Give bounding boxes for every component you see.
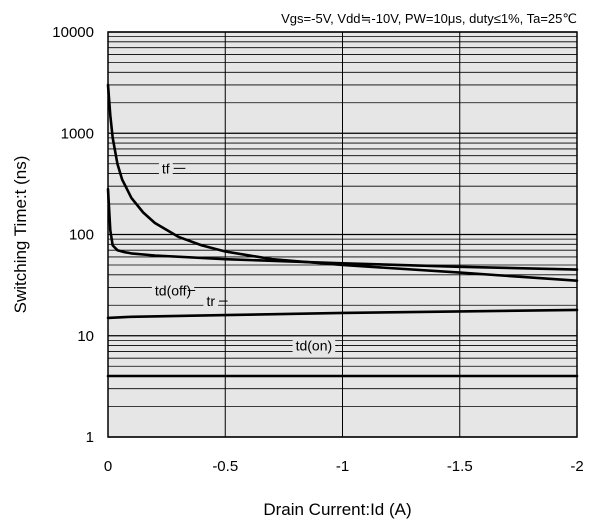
x-tick-label: -1.5	[447, 458, 473, 475]
series-label: td(on)	[296, 338, 333, 354]
x-tick-label: -0.5	[212, 458, 238, 475]
x-tick-label: -1	[336, 458, 349, 475]
plot-frame	[107, 31, 578, 438]
chart-title: Vgs=-5V, Vdd≒-10V, PW=10μs, duty≤1%, Ta=…	[281, 11, 577, 26]
series-label: td(off)	[155, 282, 191, 298]
y-tick-label: 1	[86, 429, 94, 446]
x-tick-labels: 0 -0.5 -1 -1.5 -2	[104, 458, 584, 475]
y-tick-labels: 1 10 100 1000 10000	[52, 24, 94, 446]
series-layer	[106, 83, 579, 378]
y-tick-label: 1000	[61, 125, 94, 142]
y-axis-title: Switching Time:t (ns)	[11, 156, 30, 314]
series-label: tr	[206, 293, 215, 309]
x-axis-title: Drain Current:Id (A)	[263, 500, 411, 519]
series-labels: tf td(off) tr td(on)	[151, 159, 338, 355]
x-tick-label: -2	[570, 458, 583, 475]
series-label-backdrop	[292, 336, 336, 355]
x-tick-label: 0	[104, 458, 112, 475]
series-line-td-off	[106, 187, 579, 271]
series-label-backdrop	[151, 281, 195, 300]
y-tick-label: 10	[77, 328, 94, 345]
series-label-backdrop	[203, 292, 219, 311]
series-label: tf	[162, 160, 170, 176]
y-tick-label: 100	[69, 227, 94, 244]
series-line-tr	[106, 308, 579, 320]
series-label-backdrop	[158, 159, 173, 178]
y-tick-label: 10000	[52, 24, 94, 41]
